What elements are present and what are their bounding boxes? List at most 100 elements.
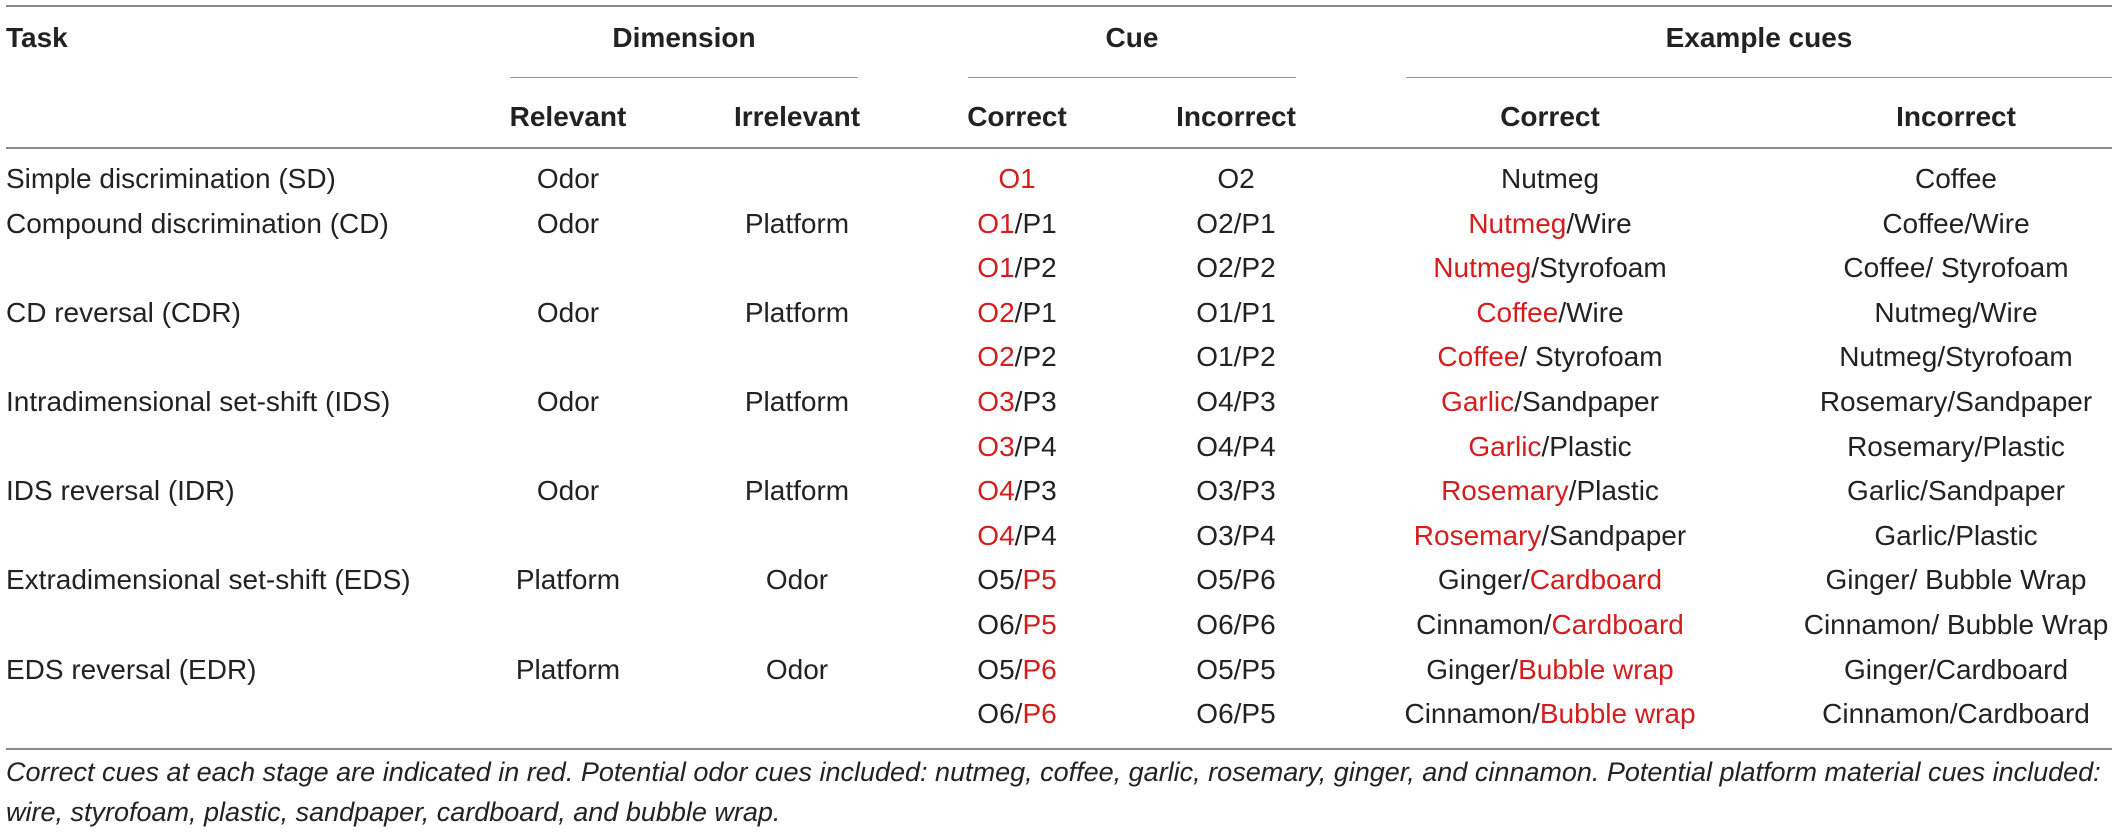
cell-relevant: Odor: [536, 207, 600, 239]
cell-cue-incorrect: O2/P2: [1196, 252, 1276, 284]
header-dimension: Dimension: [612, 22, 756, 53]
cue-text: /P2: [1014, 252, 1057, 284]
cue-text: /P1: [1014, 296, 1057, 328]
cue-text: /Sandpaper: [1514, 386, 1659, 417]
correct-cue-highlight: Bubble wrap: [1539, 698, 1696, 730]
cell-task: Simple discrimination (SD): [6, 163, 336, 194]
cell-irrelevant: Odor: [765, 564, 829, 596]
cell-example-correct: Nutmeg/Styrofoam: [1433, 248, 1666, 288]
correct-cue-highlight: O4: [977, 475, 1015, 507]
cell-example-incorrect: Garlic/Plastic: [1874, 519, 2038, 551]
cell-cue-correct: O6/P5: [977, 605, 1056, 645]
cell-task: Extradimensional set-shift (EDS): [6, 564, 411, 596]
correct-cue-highlight: O1: [998, 163, 1036, 194]
cue-text: Ginger/: [1437, 564, 1530, 596]
header-task: Task: [6, 22, 68, 53]
cue-text: / Styrofoam: [1519, 341, 1663, 373]
cell-example-correct: Cinnamon/Bubble wrap: [1404, 694, 1695, 734]
cue-text: /P1: [1014, 207, 1057, 239]
cell-relevant: Odor: [536, 386, 600, 417]
cue-text: /Wire: [1558, 296, 1624, 328]
cell-example-incorrect: Ginger/ Bubble Wrap: [1825, 564, 2087, 596]
table-footnote: Correct cues at each stage are indicated…: [6, 757, 2101, 827]
cell-example-correct: Cinnamon/Cardboard: [1416, 605, 1684, 645]
cell-example-incorrect: Coffee/ Styrofoam: [1843, 252, 2069, 284]
cue-text: O6/: [977, 609, 1023, 640]
cell-relevant: Platform: [515, 564, 621, 596]
cell-example-correct: Rosemary/Sandpaper: [1414, 516, 1686, 556]
cue-text: /Plastic: [1541, 430, 1632, 462]
header-irrelevant: Irrelevant: [733, 101, 861, 132]
cue-text: /Styrofoam: [1531, 252, 1667, 284]
correct-cue-highlight: Coffee: [1476, 296, 1559, 328]
cue-underline: [968, 77, 1296, 78]
cell-cue-incorrect: O1/P2: [1196, 341, 1276, 373]
header-example-correct: Correct: [1500, 101, 1600, 132]
cell-example-correct: Coffee/Wire: [1476, 293, 1623, 333]
cell-cue-correct: O1/P2: [977, 248, 1056, 288]
cell-cue-correct: O2/P2: [977, 337, 1056, 377]
cell-relevant: Platform: [515, 653, 621, 685]
cell-cue-correct: O6/P6: [977, 694, 1056, 734]
top-rule: [6, 5, 2112, 7]
cell-example-correct: Garlic/Sandpaper: [1441, 382, 1659, 422]
cell-task: EDS reversal (EDR): [6, 653, 257, 685]
cue-text: /P3: [1014, 386, 1057, 417]
cue-text: Ginger/: [1426, 653, 1519, 685]
cell-relevant: Odor: [536, 296, 600, 328]
cell-cue-incorrect: O6/P6: [1196, 609, 1276, 640]
header-cue-correct: Correct: [967, 101, 1067, 132]
header-example-incorrect: Incorrect: [1896, 101, 2016, 132]
cell-example-incorrect: Rosemary/Plastic: [1847, 430, 2065, 462]
cue-text: O5/: [977, 653, 1023, 685]
cell-relevant: Odor: [536, 163, 600, 194]
cell-example-incorrect: Rosemary/Sandpaper: [1819, 386, 2093, 417]
correct-cue-highlight: O3: [977, 386, 1015, 417]
correct-cue-highlight: P5: [1022, 564, 1057, 596]
cell-cue-correct: O1: [998, 159, 1035, 199]
correct-cue-highlight: Coffee: [1437, 341, 1520, 373]
cell-cue-correct: O2/P1: [977, 293, 1056, 333]
cue-text: /P3: [1014, 475, 1057, 507]
cell-cue-correct: O4/P4: [977, 516, 1056, 556]
cue-text: Cinnamon/: [1404, 698, 1540, 730]
cell-example-correct: Rosemary/Plastic: [1441, 471, 1659, 511]
cell-example-incorrect: Coffee/Wire: [1882, 207, 2030, 239]
cell-irrelevant: Platform: [744, 386, 850, 417]
cell-cue-correct: O3/P4: [977, 427, 1056, 467]
cue-text: Nutmeg: [1500, 163, 1600, 194]
correct-cue-highlight: O4: [977, 519, 1015, 551]
correct-cue-highlight: O2: [977, 341, 1015, 373]
cell-example-incorrect: Nutmeg/Styrofoam: [1839, 341, 2073, 373]
cell-cue-correct: O4/P3: [977, 471, 1056, 511]
cell-cue-incorrect: O4/P3: [1196, 386, 1276, 417]
correct-cue-highlight: Rosemary: [1413, 519, 1542, 551]
cell-cue-correct: O1/P1: [977, 204, 1056, 244]
cell-irrelevant: Odor: [765, 653, 829, 685]
correct-cue-highlight: O1: [977, 207, 1015, 239]
cue-text: O6/: [977, 698, 1023, 730]
correct-cue-highlight: Cardboard: [1529, 564, 1663, 596]
correct-cue-highlight: Garlic: [1441, 386, 1515, 417]
cell-task: Compound discrimination (CD): [6, 207, 389, 239]
cell-example-incorrect: Nutmeg/Wire: [1874, 296, 2038, 328]
cell-example-correct: Coffee/ Styrofoam: [1437, 337, 1662, 377]
header-relevant: Relevant: [509, 101, 627, 132]
dimension-underline: [510, 77, 858, 78]
correct-cue-highlight: P5: [1022, 609, 1057, 640]
cell-example-incorrect: Garlic/Sandpaper: [1847, 475, 2065, 507]
cell-task: CD reversal (CDR): [6, 296, 241, 328]
cell-irrelevant: Platform: [744, 296, 850, 328]
correct-cue-highlight: Nutmeg: [1468, 207, 1567, 239]
correct-cue-highlight: O3: [977, 430, 1015, 462]
correct-cue-highlight: Nutmeg: [1433, 252, 1532, 284]
cell-example-correct: Ginger/Cardboard: [1438, 560, 1662, 600]
correct-cue-highlight: Rosemary: [1441, 475, 1569, 507]
cell-example-correct: Garlic/Plastic: [1468, 427, 1631, 467]
cell-cue-incorrect: O2: [1217, 163, 1255, 194]
header-example-cues: Example cues: [1665, 22, 1853, 53]
cue-text: /P2: [1014, 341, 1057, 373]
cue-text: /Plastic: [1568, 475, 1659, 507]
cell-cue-correct: O3/P3: [977, 382, 1056, 422]
